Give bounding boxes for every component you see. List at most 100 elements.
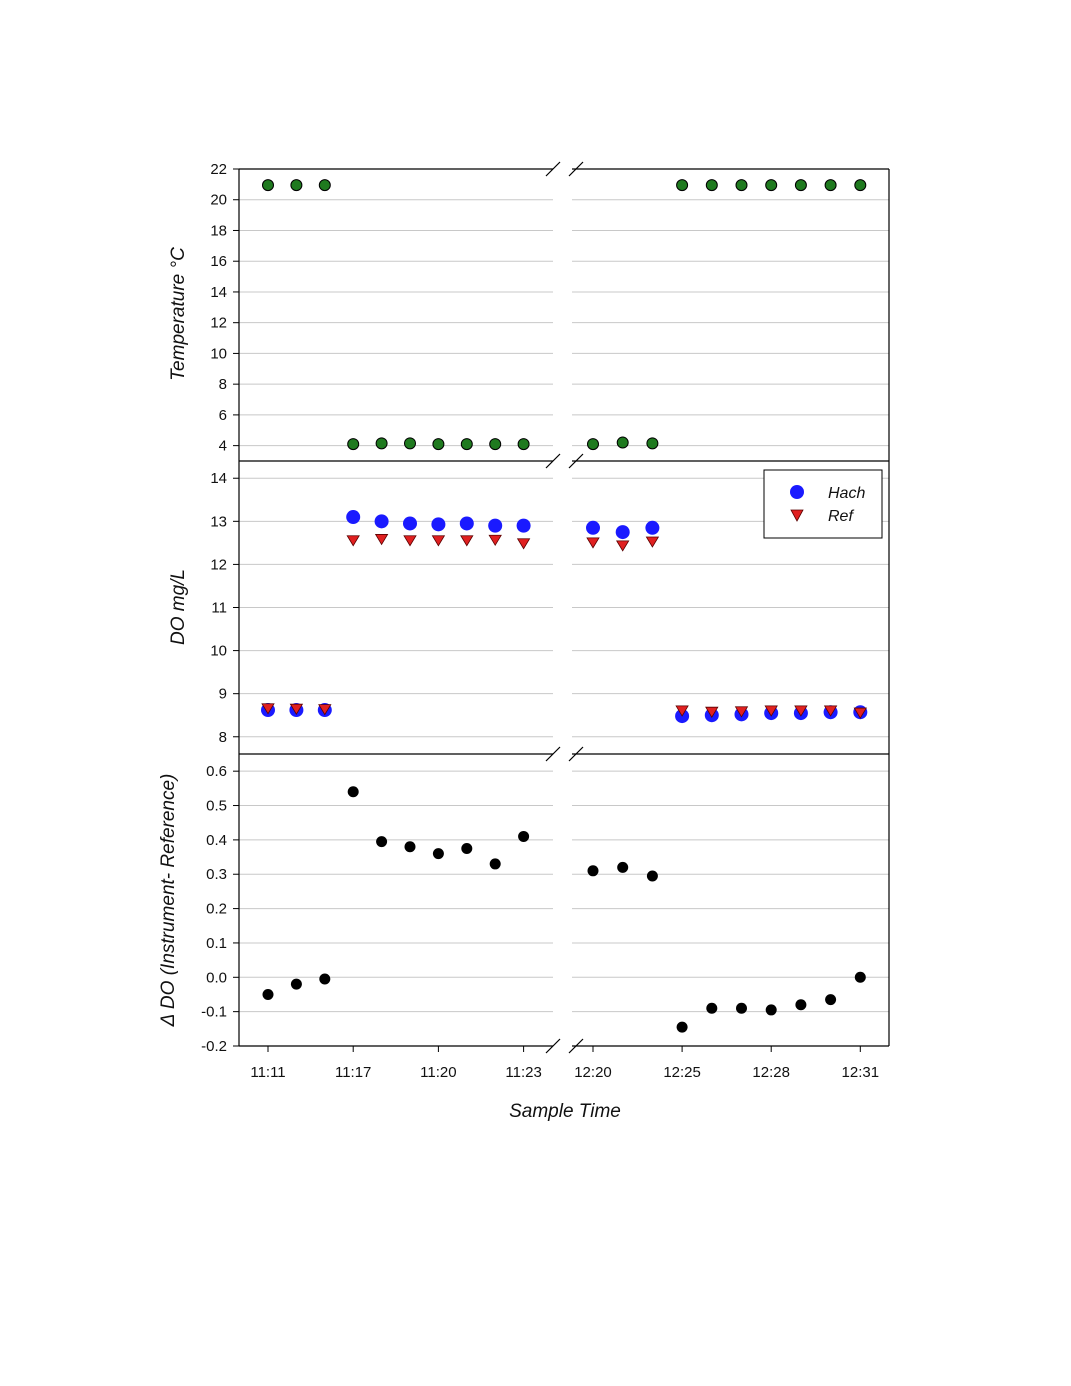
y-tick-label-do: 11 [211, 600, 227, 617]
y-tick-label-delta: 0.1 [206, 935, 227, 952]
delta-do-point [518, 830, 530, 842]
delta-do-point [347, 786, 359, 798]
temperature-point [318, 179, 331, 192]
ref-point [318, 704, 332, 716]
temperature-point [290, 179, 303, 192]
temperature-point [705, 179, 718, 192]
y-tick-label-temperature: 8 [219, 376, 227, 393]
ref-point [346, 535, 360, 547]
y-tick-label-delta: 0.5 [206, 798, 227, 815]
axis-break-mark [568, 453, 584, 469]
delta-do-point [404, 841, 416, 853]
temperature-point [587, 438, 599, 451]
ref-point [675, 705, 689, 717]
delta-do-point [376, 836, 388, 848]
axis-break-mark [568, 1038, 584, 1054]
ref-point [794, 705, 808, 717]
delta-do-point [854, 971, 866, 983]
delta-do-point [319, 973, 331, 985]
axis-break-mark [545, 453, 561, 469]
ref-point [586, 537, 600, 549]
temperature-point [854, 179, 867, 192]
temperature-point [794, 179, 807, 192]
legend-ref-label: Ref [828, 508, 854, 525]
hach-point [516, 518, 531, 533]
hach-point [459, 516, 474, 531]
y-tick-label-temperature: 12 [210, 315, 227, 332]
y-tick-label-delta: -0.2 [201, 1038, 227, 1055]
delta-do-point [432, 848, 444, 860]
y-tick-label-delta: 0.3 [206, 866, 227, 883]
delta-do-point [489, 858, 501, 870]
legend-box [763, 469, 883, 539]
legend-ref-marker [790, 509, 804, 522]
temperature-point [404, 437, 416, 450]
ref-point [645, 536, 660, 548]
x-tick-label: 12:25 [663, 1064, 701, 1081]
hach-point [645, 520, 660, 535]
delta-do-point [262, 988, 274, 1000]
delta-do-point [765, 1004, 777, 1016]
data-marks [261, 179, 868, 1033]
panel-delta-ylabel: Δ DO (Instrument- Reference) [158, 774, 179, 1028]
hach-point [431, 517, 446, 532]
y-tick-label-do: 10 [210, 643, 227, 660]
temperature-point [676, 179, 689, 192]
axis-break-mark [568, 161, 584, 177]
delta-do-point [461, 842, 473, 854]
temperature-point [517, 438, 530, 451]
y-tick-label-temperature: 10 [210, 345, 227, 362]
panel-temperature-ylabel: Temperature °C [168, 247, 189, 381]
ref-point [431, 535, 446, 547]
delta-do-point [736, 1002, 747, 1014]
ref-point [734, 706, 749, 718]
temperature-point [735, 179, 748, 192]
ref-point [460, 535, 474, 547]
y-tick-label-temperature: 20 [210, 192, 227, 209]
temperature-point [375, 437, 388, 450]
hach-point [346, 510, 361, 525]
ref-point [764, 705, 778, 717]
y-tick-label-temperature: 18 [210, 222, 227, 239]
hach-point [586, 520, 600, 535]
hach-point [488, 518, 503, 533]
y-tick-label-temperature: 6 [219, 407, 227, 424]
legend: Hach Ref [763, 469, 883, 539]
delta-do-point [587, 865, 599, 877]
y-tick-label-temperature: 16 [210, 253, 227, 270]
axis-break-mark [568, 746, 584, 762]
delta-do-point [825, 994, 837, 1006]
delta-do-point [290, 978, 302, 990]
ref-point [516, 538, 531, 550]
x-axis-title: Sample Time [509, 1101, 621, 1122]
y-tick-label-do: 12 [210, 556, 227, 573]
ref-point [289, 703, 304, 715]
axis-break-mark [545, 161, 561, 177]
y-tick-label-delta: 0.6 [206, 763, 227, 780]
ref-point [615, 540, 630, 552]
y-tick-label-do: 8 [219, 729, 227, 746]
tick-labels: 4 6 8 10 12 14 16 18 20 22 8 9 10 11 12 13 14 -0.2 -0.1 0.0… [201, 161, 879, 1081]
grid-layer [239, 199, 889, 1013]
legend-hach-marker [790, 485, 804, 499]
delta-do-point [646, 870, 658, 882]
y-tick-label-temperature: 4 [219, 438, 227, 455]
hach-point [403, 516, 417, 531]
delta-do-point [676, 1021, 688, 1033]
x-tick-label: 12:28 [752, 1064, 790, 1081]
temperature-point [765, 179, 778, 192]
y-tick-label-delta: 0.2 [206, 901, 227, 918]
delta-do-point [617, 861, 629, 873]
delta-do-point [795, 999, 807, 1011]
x-tick-label: 11:11 [250, 1064, 285, 1081]
y-tick-label-delta: 0.0 [206, 969, 227, 986]
ref-point [374, 534, 389, 546]
hach-point [374, 514, 389, 529]
ref-point [823, 705, 838, 717]
ref-point [261, 703, 275, 715]
ref-point [488, 534, 502, 547]
x-tick-label: 12:20 [574, 1064, 612, 1081]
x-tick-label: 11:23 [505, 1064, 541, 1081]
axis-break-mark [545, 1038, 561, 1054]
